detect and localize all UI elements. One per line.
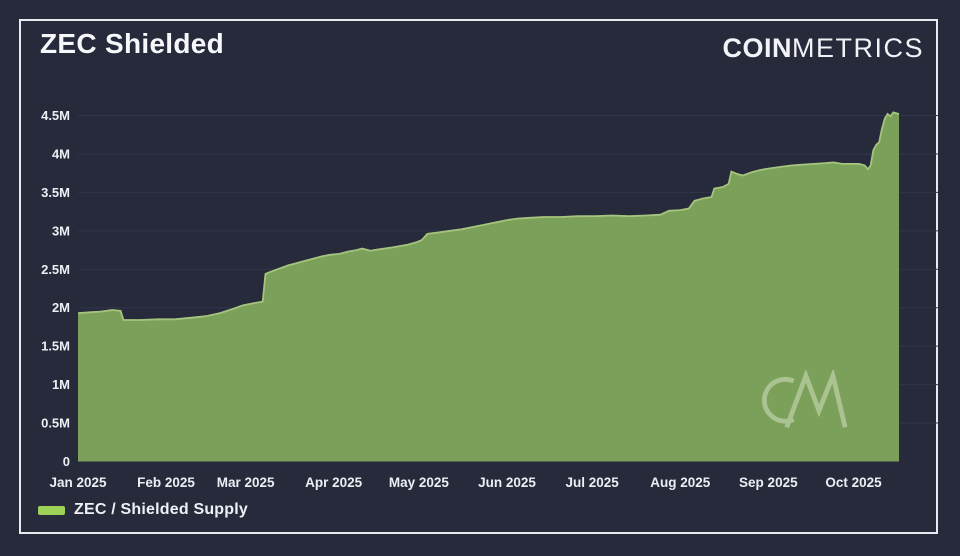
legend[interactable]: ZEC / Shielded Supply [38, 501, 248, 519]
x-tick-label: Jul 2025 [566, 475, 620, 490]
supply-line-series [77, 111, 900, 321]
x-tick-label: Apr 2025 [305, 475, 363, 490]
y-tick-label: 0 [63, 454, 70, 469]
x-tick-label: Jan 2025 [49, 475, 107, 490]
x-tick-label: Jun 2025 [478, 475, 536, 490]
coinmetrics-logo: COINMETRICS [723, 33, 925, 64]
coinmetrics-logo-coin: COIN [722, 33, 792, 63]
chart-title: ZEC Shielded [40, 28, 225, 59]
y-tick-label: 2M [52, 300, 70, 315]
x-tick-label: Feb 2025 [137, 475, 195, 490]
y-tick-label: 0.5M [41, 416, 70, 431]
x-tick-label: Mar 2025 [217, 475, 275, 490]
y-tick-label: 4M [52, 146, 70, 161]
coinmetrics-logo-metrics: METRICS [792, 33, 924, 63]
y-tick-label: 1.5M [41, 339, 70, 354]
supply-area-series[interactable] [78, 112, 899, 462]
x-tick-label: Sep 2025 [739, 475, 798, 490]
legend-swatch [38, 505, 65, 515]
legend-label: ZEC / Shielded Supply [74, 501, 248, 518]
y-tick-label: 3M [52, 223, 70, 238]
x-tick-label: May 2025 [389, 475, 450, 490]
y-tick-label: 1M [52, 377, 70, 392]
y-tick-label: 4.5M [41, 108, 70, 123]
x-tick-label: Aug 2025 [650, 475, 711, 490]
y-tick-label: 3.5M [41, 185, 70, 200]
cm-watermark-icon [761, 370, 848, 429]
y-tick-label: 2.5M [41, 262, 70, 277]
x-tick-label: Oct 2025 [825, 475, 882, 490]
